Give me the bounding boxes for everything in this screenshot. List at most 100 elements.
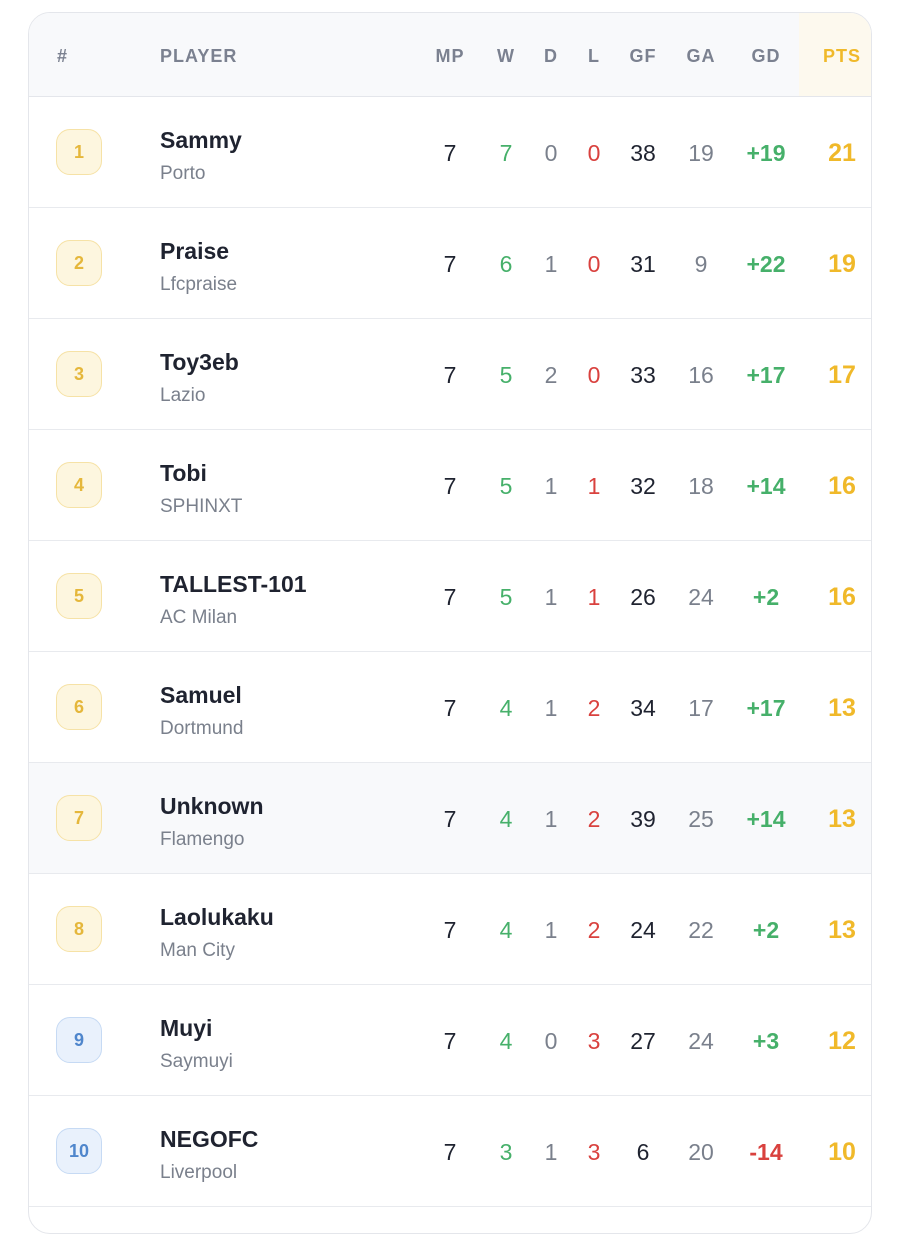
cell-ga: 24 bbox=[688, 584, 714, 610]
cell-w: 7 bbox=[499, 140, 513, 166]
cell-l: 0 bbox=[587, 140, 601, 166]
cell-w: 5 bbox=[499, 584, 513, 610]
header-gd: GD bbox=[751, 46, 781, 66]
cell-pts: 16 bbox=[828, 472, 856, 500]
cell-mp: 7 bbox=[443, 473, 457, 499]
rank-badge: 5 bbox=[56, 573, 102, 619]
cell-mp: 7 bbox=[443, 917, 457, 943]
header-d: D bbox=[544, 46, 558, 66]
cell-mp: 7 bbox=[443, 695, 457, 721]
cell-pts: 12 bbox=[828, 1027, 856, 1055]
cell-w: 6 bbox=[499, 251, 513, 277]
cell-w: 4 bbox=[499, 806, 513, 832]
cell-pts: 10 bbox=[828, 1138, 856, 1166]
cell-mp: 7 bbox=[443, 362, 457, 388]
cell-gd: +14 bbox=[746, 806, 786, 832]
cell-mp: 7 bbox=[443, 806, 457, 832]
cell-d: 1 bbox=[544, 806, 558, 832]
cell-gf: 27 bbox=[630, 1028, 656, 1054]
rank-badge: 2 bbox=[56, 240, 102, 286]
header-ga: GA bbox=[686, 46, 716, 66]
player-name: Tobi bbox=[160, 460, 207, 486]
cell-mp: 7 bbox=[443, 140, 457, 166]
table-row[interactable]: 3 Toy3eb Lazio 7 5 2 0 33 16 +17 17 bbox=[29, 319, 871, 430]
cell-pts: 16 bbox=[828, 583, 856, 611]
table-row[interactable]: 5 TALLEST-101 AC Milan 7 5 1 1 26 24 +2 16 bbox=[29, 541, 871, 652]
player-name: Laolukaku bbox=[160, 904, 274, 930]
cell-w: 4 bbox=[499, 917, 513, 943]
cell-ga: 24 bbox=[688, 1028, 714, 1054]
cell-l: 0 bbox=[587, 251, 601, 277]
cell-ga: 18 bbox=[688, 473, 714, 499]
cell-d: 1 bbox=[544, 917, 558, 943]
cell-ga: 20 bbox=[688, 1139, 714, 1165]
player-name: Toy3eb bbox=[160, 349, 239, 375]
rank-badge: 10 bbox=[56, 1128, 102, 1174]
player-team: Saymuyi bbox=[160, 1051, 233, 1072]
header-pts: PTS bbox=[822, 46, 862, 66]
cell-w: 4 bbox=[499, 695, 513, 721]
cell-w: 3 bbox=[499, 1139, 513, 1165]
cell-pts: 19 bbox=[828, 250, 856, 278]
standings-table: # PLAYER MP W D L GF GA GD PTS 1 Sammy Por… bbox=[28, 12, 872, 1234]
cell-gf: 38 bbox=[630, 140, 656, 166]
header-w: W bbox=[497, 46, 515, 66]
table-row[interactable]: 4 Tobi SPHINXT 7 5 1 1 32 18 +14 16 bbox=[29, 430, 871, 541]
cell-d: 1 bbox=[544, 251, 558, 277]
table-header: # PLAYER MP W D L GF GA GD PTS bbox=[29, 13, 871, 97]
rank-badge: 7 bbox=[56, 795, 102, 841]
cell-gd: +2 bbox=[752, 584, 780, 610]
player-team: SPHINXT bbox=[160, 496, 243, 517]
rank-badge: 3 bbox=[56, 351, 102, 397]
cell-d: 0 bbox=[544, 1028, 558, 1054]
cell-l: 2 bbox=[587, 806, 601, 832]
cell-l: 3 bbox=[587, 1028, 601, 1054]
rank-badge: 9 bbox=[56, 1017, 102, 1063]
table-row[interactable]: 2 Praise Lfcpraise 7 6 1 0 31 9 +22 19 bbox=[29, 208, 871, 319]
table-row[interactable]: 10 NEGOFC Liverpool 7 3 1 3 6 20 -14 10 bbox=[29, 1096, 871, 1207]
cell-w: 5 bbox=[499, 473, 513, 499]
table-row[interactable]: 1 Sammy Porto 7 7 0 0 38 19 +19 21 bbox=[29, 97, 871, 208]
header-l: L bbox=[588, 46, 600, 66]
cell-gd: +17 bbox=[746, 362, 786, 388]
cell-gf: 32 bbox=[630, 473, 656, 499]
cell-pts: 21 bbox=[828, 139, 856, 167]
cell-pts: 13 bbox=[828, 805, 856, 833]
player-team: Lfcpraise bbox=[160, 274, 238, 295]
player-name: Muyi bbox=[160, 1015, 213, 1041]
table-row[interactable]: 7 Unknown Flamengo 7 4 1 2 39 25 +14 13 bbox=[29, 763, 871, 874]
cell-pts: 13 bbox=[828, 694, 856, 722]
cell-pts: 13 bbox=[828, 916, 856, 944]
cell-l: 0 bbox=[587, 362, 601, 388]
cell-gd: +2 bbox=[752, 917, 780, 943]
player-team: Flamengo bbox=[160, 829, 245, 850]
cell-gd: +3 bbox=[752, 1028, 780, 1054]
cell-gd: +14 bbox=[746, 473, 786, 499]
cell-ga: 19 bbox=[688, 140, 714, 166]
player-name: NEGOFC bbox=[160, 1126, 259, 1152]
table-row[interactable]: 6 Samuel Dortmund 7 4 1 2 34 17 +17 13 bbox=[29, 652, 871, 763]
cell-l: 3 bbox=[587, 1139, 601, 1165]
rank-badge: 1 bbox=[56, 129, 102, 175]
cell-w: 5 bbox=[499, 362, 513, 388]
table-row[interactable]: 9 Muyi Saymuyi 7 4 0 3 27 24 +3 12 bbox=[29, 985, 871, 1096]
cell-gf: 24 bbox=[630, 917, 656, 943]
player-team: Porto bbox=[160, 163, 206, 184]
player-team: Man City bbox=[160, 940, 235, 961]
cell-gf: 26 bbox=[630, 584, 656, 610]
cell-ga: 16 bbox=[688, 362, 714, 388]
player-name: Sammy bbox=[160, 127, 242, 153]
cell-gf: 39 bbox=[630, 806, 656, 832]
table-row[interactable]: 8 Laolukaku Man City 7 4 1 2 24 22 +2 13 bbox=[29, 874, 871, 985]
cell-ga: 9 bbox=[694, 251, 708, 277]
cell-gf: 34 bbox=[630, 695, 656, 721]
cell-gd: -14 bbox=[749, 1139, 783, 1165]
player-name: Unknown bbox=[160, 793, 264, 819]
cell-d: 1 bbox=[544, 473, 558, 499]
player-team: Dortmund bbox=[160, 718, 244, 739]
player-team: Lazio bbox=[160, 385, 206, 406]
cell-mp: 7 bbox=[443, 1028, 457, 1054]
cell-gf: 6 bbox=[636, 1139, 650, 1165]
rank-badge: 8 bbox=[56, 906, 102, 952]
cell-d: 1 bbox=[544, 584, 558, 610]
